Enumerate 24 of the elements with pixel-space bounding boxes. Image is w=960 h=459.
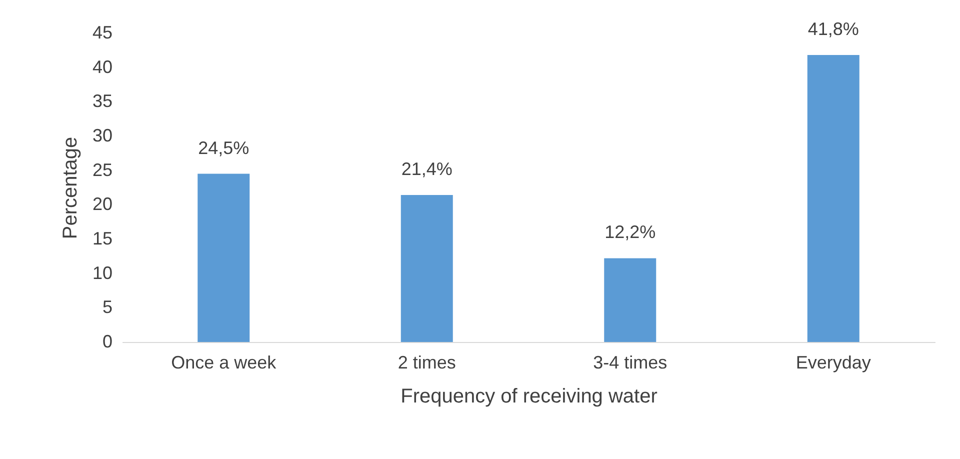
- data-label: 12,2%: [604, 222, 656, 242]
- x-axis-title: Frequency of receiving water: [400, 386, 658, 408]
- bar: [604, 258, 656, 342]
- y-tick-label: 10: [92, 262, 112, 283]
- y-tick-label: 5: [102, 297, 112, 318]
- y-tick-label: 25: [92, 160, 112, 180]
- bar: [198, 174, 250, 342]
- y-tick-label: 35: [92, 91, 112, 112]
- data-label: 21,4%: [401, 159, 452, 180]
- x-tick-label: Once a week: [171, 352, 278, 372]
- bar: [807, 54, 860, 342]
- y-tick-label: 20: [92, 194, 112, 214]
- y-tick-label: 0: [102, 332, 112, 352]
- y-tick-label: 15: [92, 228, 112, 248]
- y-tick-label: 45: [92, 22, 112, 42]
- y-tick-label: 30: [92, 126, 112, 146]
- x-tick-label: 2 times: [398, 352, 456, 372]
- y-axis-title: Percentage: [59, 136, 82, 240]
- bar: [400, 195, 453, 342]
- data-label: 24,5%: [198, 138, 250, 158]
- x-tick-label: Everyday: [796, 352, 871, 372]
- data-label: 41,8%: [808, 18, 859, 39]
- x-tick-label: 3-4 times: [593, 352, 668, 372]
- y-tick-label: 40: [92, 56, 112, 77]
